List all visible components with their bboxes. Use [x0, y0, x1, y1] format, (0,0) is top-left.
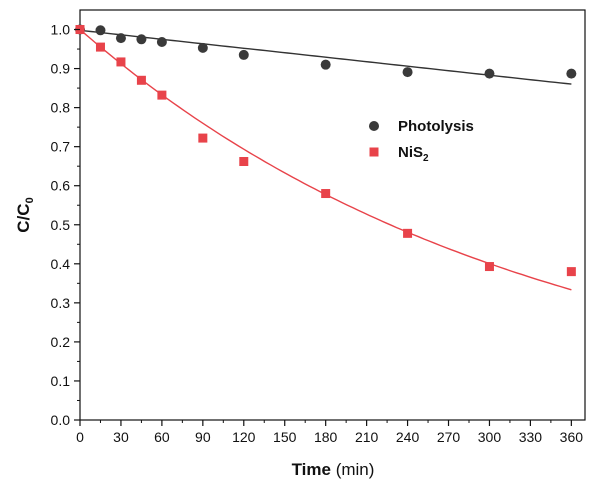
- plot-frame: [79, 9, 586, 421]
- x-tick-label: 270: [437, 429, 461, 445]
- y-tick-label: 0.0: [51, 412, 71, 428]
- y-tick-label: 0.9: [51, 61, 71, 77]
- data-point-photolysis: [484, 68, 495, 79]
- x-tick-label: 240: [396, 429, 420, 445]
- x-tick-label: 150: [273, 429, 297, 445]
- x-tick-label: 120: [232, 429, 256, 445]
- y-tick-label: 0.5: [51, 217, 71, 233]
- data-point-nis2: [403, 228, 413, 238]
- data-point-photolysis: [320, 59, 331, 70]
- data-point-nis2: [198, 133, 208, 143]
- data-point-photolysis: [197, 42, 208, 53]
- y-tick-label: 0.1: [51, 373, 71, 389]
- x-tick-label: 90: [195, 429, 211, 445]
- data-point-nis2: [239, 157, 249, 167]
- x-tick-label: 0: [76, 429, 84, 445]
- y-tick-label: 0.2: [51, 334, 71, 350]
- y-tick-label: 0.3: [51, 295, 71, 311]
- y-axis-title: C/C0: [14, 197, 36, 232]
- fit-line-photolysis: [79, 29, 572, 85]
- legend-label-photolysis: Photolysis: [398, 118, 474, 135]
- legend-label-nis2: NiS2: [398, 144, 429, 164]
- data-point-photolysis: [566, 68, 577, 79]
- data-point-photolysis: [115, 33, 126, 44]
- data-point-nis2: [136, 75, 146, 85]
- data-point-nis2: [157, 90, 167, 100]
- data-point-photolysis: [238, 49, 249, 60]
- x-tick-label: 360: [560, 429, 584, 445]
- y-tick-label: 0.4: [51, 256, 71, 272]
- legend: Photolysis NiS2: [352, 103, 502, 167]
- data-point-photolysis: [156, 37, 167, 48]
- data-point-nis2: [95, 42, 105, 52]
- legend-marker-photolysis: [369, 121, 379, 131]
- x-axis-ticks: 0 30 60 90 120 150 180 210 240 270 300 330 360: [76, 420, 583, 445]
- data-point-nis2: [116, 57, 126, 67]
- data-point-nis2: [484, 262, 494, 272]
- legend-marker-nis2: [369, 147, 379, 157]
- x-axis-title: Time (min): [292, 460, 375, 479]
- data-point-photolysis: [95, 25, 106, 36]
- x-tick-label: 30: [113, 429, 129, 445]
- y-tick-label: 0.6: [51, 178, 71, 194]
- y-tick-label: 0.7: [51, 139, 71, 155]
- y-tick-label: 1.0: [51, 22, 71, 38]
- data-point-nis2: [566, 267, 576, 277]
- x-tick-label: 330: [519, 429, 543, 445]
- y-tick-label: 0.8: [51, 100, 71, 116]
- data-points: [75, 24, 577, 277]
- x-tick-label: 60: [154, 429, 170, 445]
- y-axis-ticks: 0.0 0.1 0.2 0.3 0.4 0.5 0.6 0.7 0.8 0.9 1.0: [51, 22, 80, 428]
- x-tick-label: 300: [478, 429, 502, 445]
- plot-area: 0 30 60 90 120 150 180 210 240 270 300 330 360 0.00.…: [51, 9, 586, 445]
- data-point-nis2: [321, 189, 331, 199]
- data-point-photolysis: [136, 34, 147, 45]
- data-point-photolysis: [402, 67, 413, 78]
- x-tick-label: 210: [355, 429, 379, 445]
- x-tick-label: 180: [314, 429, 338, 445]
